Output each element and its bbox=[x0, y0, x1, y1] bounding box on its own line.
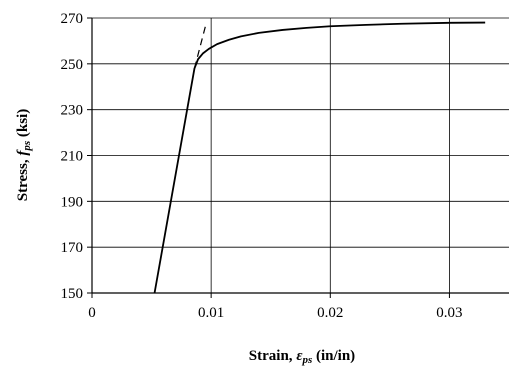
y-tick-label: 250 bbox=[61, 57, 84, 73]
y-tick-label: 210 bbox=[61, 149, 84, 165]
axes bbox=[87, 17, 509, 298]
x-tick-label: 0 bbox=[88, 305, 96, 321]
x-tick-label: 0.03 bbox=[436, 305, 462, 321]
series-layer bbox=[153, 21, 486, 294]
y-tick-label: 190 bbox=[61, 194, 84, 210]
y-tick-label: 170 bbox=[61, 240, 84, 256]
y-tick-label: 150 bbox=[61, 286, 84, 302]
y-axis-title: Stress, fps (ksi) bbox=[15, 109, 33, 201]
y-tick-label: 230 bbox=[61, 103, 84, 119]
x-tick-label: 0.01 bbox=[198, 305, 224, 321]
x-axis-title: Strain, εps (in/in) bbox=[249, 348, 355, 366]
grid-lines bbox=[92, 17, 509, 294]
tick-labels: 150 170 190 210 230 250 270 0 0.01 0.02 0.03 bbox=[61, 11, 463, 321]
elastic-extension-dashed-line bbox=[193, 22, 207, 69]
x-tick-label: 0.02 bbox=[317, 305, 343, 321]
y-tick-label: 270 bbox=[61, 11, 84, 27]
stress-strain-curve bbox=[153, 21, 486, 294]
